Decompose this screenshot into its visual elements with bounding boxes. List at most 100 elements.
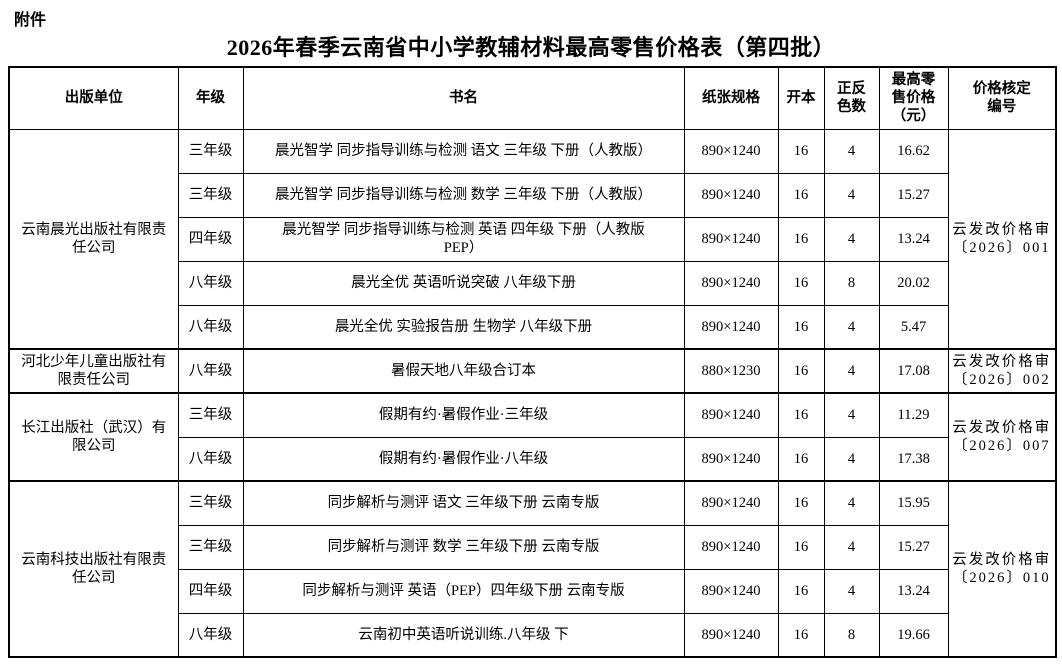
table-row: 八年级 晨光全优 英语听说突破 八年级下册 890×1240 16 8 20.0… <box>9 260 1056 306</box>
format-cell: 16 <box>777 612 825 658</box>
book-title-cell: 同步解析与测评 英语（PEP）四年级下册 云南专版 <box>242 568 685 614</box>
book-title-cell: 假期有约·暑假作业·三年级 <box>242 392 685 438</box>
approval-cell: 云发改价格审 〔2026〕010 <box>947 480 1057 658</box>
color-count-cell: 4 <box>823 128 880 174</box>
format-cell: 16 <box>777 568 825 614</box>
page-title: 2026年春季云南省中小学教辅材料最高零售价格表（第四批） <box>226 35 836 60</box>
book-title-cell: 同步解析与测评 数学 三年级下册 云南专版 <box>242 524 685 570</box>
paper-spec-cell: 890×1240 <box>683 304 779 350</box>
paper-spec-cell: 890×1240 <box>683 524 779 570</box>
paper-spec-cell: 890×1240 <box>683 128 779 174</box>
price-cell: 20.02 <box>878 260 949 306</box>
paper-spec-cell: 890×1240 <box>683 216 779 262</box>
color-count-cell: 4 <box>823 480 880 526</box>
price-cell: 11.29 <box>878 392 949 438</box>
color-count-cell: 4 <box>823 568 880 614</box>
price-cell: 5.47 <box>878 304 949 350</box>
paper-spec-cell: 880×1230 <box>683 348 779 394</box>
grade-cell: 八年级 <box>177 304 244 350</box>
col-header-approval-no: 价格核定 编号 <box>947 66 1057 130</box>
grade-cell: 三年级 <box>177 480 244 526</box>
book-title-cell: 暑假天地八年级合订本 <box>242 348 685 394</box>
header-row: 出版单位 年级 书名 纸张规格 开本 正反 色数 最高零 售价格 （元） 价格核… <box>8 66 1057 130</box>
grade-cell: 四年级 <box>177 216 244 262</box>
format-cell: 16 <box>777 348 825 394</box>
book-title-cell: 晨光智学 同步指导训练与检测 数学 三年级 下册（人教版） <box>242 172 685 218</box>
paper-spec-cell: 890×1240 <box>683 260 779 306</box>
price-table: 出版单位 年级 书名 纸张规格 开本 正反 色数 最高零 售价格 （元） 价格核… <box>8 66 1057 658</box>
col-header-publisher: 出版单位 <box>8 66 179 130</box>
grade-cell: 三年级 <box>177 172 244 218</box>
color-count-cell: 4 <box>823 304 880 350</box>
paper-spec-cell: 890×1240 <box>683 480 779 526</box>
format-cell: 16 <box>777 436 825 482</box>
price-cell: 19.66 <box>878 612 949 658</box>
price-cell: 15.27 <box>878 172 949 218</box>
price-cell: 15.27 <box>878 524 949 570</box>
attachment-label: 附件 <box>14 12 47 29</box>
paper-spec-cell: 890×1240 <box>683 568 779 614</box>
format-cell: 16 <box>777 304 825 350</box>
color-count-cell: 4 <box>823 524 880 570</box>
book-title-cell: 云南初中英语听说训练.八年级 下 <box>242 612 685 658</box>
table-row: 河北少年儿童出版社有 限责任公司 八年级 暑假天地八年级合订本 880×1230… <box>8 348 1057 394</box>
format-cell: 16 <box>777 260 825 306</box>
table-row: 四年级 同步解析与测评 英语（PEP）四年级下册 云南专版 890×1240 1… <box>9 568 1056 614</box>
book-title-cell: 假期有约·暑假作业·八年级 <box>242 436 685 482</box>
paper-spec-cell: 890×1240 <box>683 172 779 218</box>
table-row: 长江出版社（武汉）有 限公司 三年级 假期有约·暑假作业·三年级 890×124… <box>8 392 1057 482</box>
book-title-cell: 晨光全优 英语听说突破 八年级下册 <box>242 260 685 306</box>
publisher-cell: 长江出版社（武汉）有 限公司 <box>8 392 179 482</box>
book-title-cell: 晨光全优 实验报告册 生物学 八年级下册 <box>242 304 685 350</box>
book-title-cell: 晨光智学 同步指导训练与检测 英语 四年级 下册（人教版 PEP） <box>242 216 685 262</box>
format-cell: 16 <box>777 172 825 218</box>
table-row: 云南科技出版社有限责 任公司 三年级 同步解析与测评 语文 三年级下册 云南专版… <box>8 480 1057 658</box>
table-row: 八年级 云南初中英语听说训练.八年级 下 890×1240 16 8 19.66 <box>9 612 1056 658</box>
price-cell: 13.24 <box>878 568 949 614</box>
price-cell: 17.38 <box>878 436 949 482</box>
paper-spec-cell: 890×1240 <box>683 392 779 438</box>
col-header-format: 开本 <box>777 66 825 130</box>
approval-cell: 云发改价格审 〔2026〕002 <box>947 348 1057 394</box>
format-cell: 16 <box>777 128 825 174</box>
table-row: 三年级 晨光智学 同步指导训练与检测 数学 三年级 下册（人教版） 890×12… <box>9 172 1056 218</box>
table-row: 云南晨光出版社有限责 任公司 三年级 晨光智学 同步指导训练与检测 语文 三年级… <box>8 128 1057 350</box>
price-cell: 13.24 <box>878 216 949 262</box>
grade-cell: 八年级 <box>177 612 244 658</box>
format-cell: 16 <box>777 216 825 262</box>
color-count-cell: 4 <box>823 172 880 218</box>
price-cell: 15.95 <box>878 480 949 526</box>
color-count-cell: 4 <box>823 216 880 262</box>
grade-cell: 八年级 <box>177 260 244 306</box>
paper-spec-cell: 890×1240 <box>683 612 779 658</box>
approval-cell: 云发改价格审 〔2026〕001 <box>947 128 1057 350</box>
book-title-cell: 晨光智学 同步指导训练与检测 语文 三年级 下册（人教版） <box>242 128 685 174</box>
publisher-cell: 云南晨光出版社有限责 任公司 <box>8 128 179 350</box>
table-row: 八年级 假期有约·暑假作业·八年级 890×1240 16 4 17.38 <box>9 436 1056 482</box>
format-cell: 16 <box>777 392 825 438</box>
price-cell: 16.62 <box>878 128 949 174</box>
book-title-cell: 同步解析与测评 语文 三年级下册 云南专版 <box>242 480 685 526</box>
grade-cell: 三年级 <box>177 392 244 438</box>
color-count-cell: 4 <box>823 348 880 394</box>
publisher-cell: 云南科技出版社有限责 任公司 <box>8 480 179 658</box>
publisher-cell: 河北少年儿童出版社有 限责任公司 <box>8 348 179 394</box>
col-header-max-price: 最高零 售价格 （元） <box>878 66 949 130</box>
col-header-color-count: 正反 色数 <box>823 66 880 130</box>
grade-cell: 八年级 <box>177 436 244 482</box>
grade-cell: 八年级 <box>177 348 244 394</box>
col-header-paper-spec: 纸张规格 <box>683 66 779 130</box>
col-header-grade: 年级 <box>177 66 244 130</box>
paper-spec-cell: 890×1240 <box>683 436 779 482</box>
color-count-cell: 4 <box>823 436 880 482</box>
color-count-cell: 4 <box>823 392 880 438</box>
price-cell: 17.08 <box>878 348 949 394</box>
color-count-cell: 8 <box>823 612 880 658</box>
grade-cell: 四年级 <box>177 568 244 614</box>
grade-cell: 三年级 <box>177 524 244 570</box>
color-count-cell: 8 <box>823 260 880 306</box>
grade-cell: 三年级 <box>177 128 244 174</box>
format-cell: 16 <box>777 480 825 526</box>
approval-cell: 云发改价格审 〔2026〕007 <box>947 392 1057 482</box>
